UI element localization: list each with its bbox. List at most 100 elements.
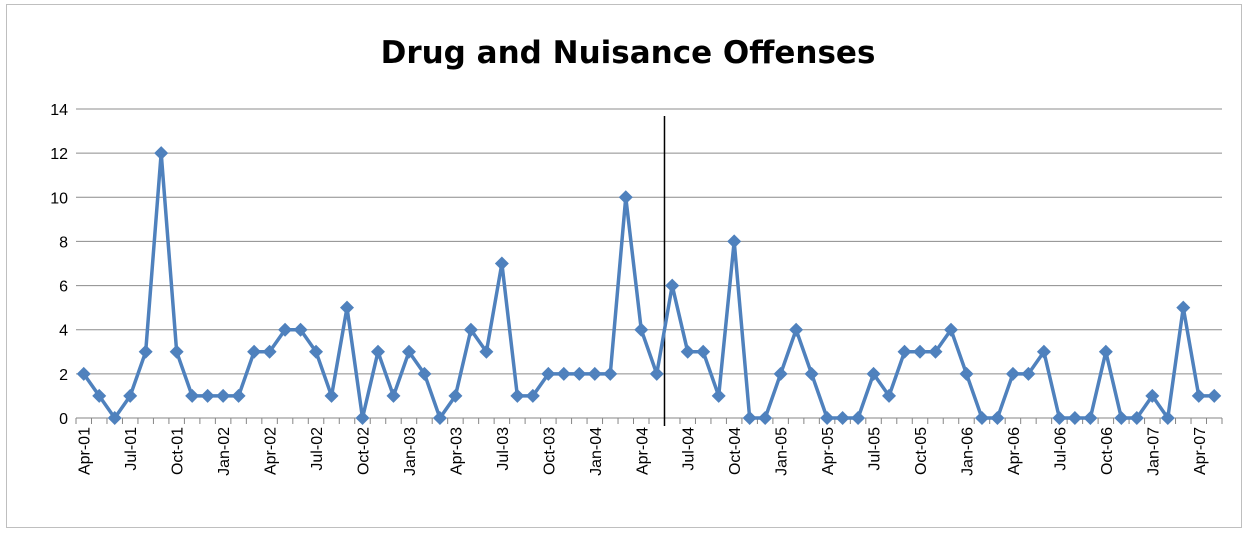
data-point-Aug-01 xyxy=(138,344,153,359)
data-point-Nov-03 xyxy=(556,366,571,381)
data-point-May-04 xyxy=(649,366,664,381)
y-tick-label-4: 4 xyxy=(59,323,68,340)
x-tick-label-Jul-01: Jul-01 xyxy=(123,427,140,471)
x-tick-label-Oct-01: Oct-01 xyxy=(170,427,187,475)
x-tick-label-Jan-02: Jan-02 xyxy=(216,427,233,476)
y-tick-label-2: 2 xyxy=(59,367,68,384)
data-point-Oct-03 xyxy=(541,366,556,381)
data-point-May-03 xyxy=(463,322,478,337)
x-tick-label-Apr-02: Apr-02 xyxy=(263,427,280,475)
data-point-Mar-02 xyxy=(247,344,262,359)
data-point-Feb-05 xyxy=(789,322,804,337)
data-point-Mar-06 xyxy=(990,411,1005,425)
data-point-Dec-06 xyxy=(1129,411,1144,425)
data-point-Jul-02 xyxy=(309,344,324,359)
x-tick-label-Oct-02: Oct-02 xyxy=(356,427,373,475)
data-point-Nov-04 xyxy=(742,411,757,425)
data-point-Oct-01 xyxy=(169,344,184,359)
data-point-Dec-04 xyxy=(758,411,773,425)
data-point-Jun-04 xyxy=(665,278,680,293)
x-tick-label-Apr-06: Apr-06 xyxy=(1006,427,1023,475)
data-point-Sep-05 xyxy=(897,344,912,359)
data-point-Sep-02 xyxy=(340,300,355,315)
x-tick-label-Jul-02: Jul-02 xyxy=(309,427,326,471)
data-point-Mar-05 xyxy=(804,366,819,381)
x-tick-label-Jul-05: Jul-05 xyxy=(867,427,884,471)
data-point-Jul-01 xyxy=(123,388,138,403)
x-tick-label-Jul-06: Jul-06 xyxy=(1052,427,1069,471)
y-tick-label-8: 8 xyxy=(59,234,68,251)
data-point-Sep-03 xyxy=(525,388,540,403)
data-point-Jan-02 xyxy=(216,388,231,403)
data-point-Jan-04 xyxy=(587,366,602,381)
data-point-Apr-06 xyxy=(1005,366,1020,381)
data-point-Dec-01 xyxy=(200,388,215,403)
data-point-May-05 xyxy=(835,411,850,425)
data-point-Apr-04 xyxy=(634,322,649,337)
data-point-Aug-04 xyxy=(696,344,711,359)
data-point-Jan-07 xyxy=(1145,388,1160,403)
x-tick-label-Oct-04: Oct-04 xyxy=(727,427,744,475)
data-point-Sep-04 xyxy=(711,388,726,403)
x-tick-label-Apr-04: Apr-04 xyxy=(634,427,651,475)
data-point-Dec-03 xyxy=(572,366,587,381)
x-tick-label-Apr-03: Apr-03 xyxy=(448,427,465,475)
data-point-Feb-06 xyxy=(974,411,989,425)
data-point-Dec-02 xyxy=(386,388,401,403)
data-point-Jul-06 xyxy=(1052,411,1067,425)
x-tick-label-Apr-01: Apr-01 xyxy=(77,427,94,475)
y-axis-tick-labels: 0 2 4 6 8 10 12 14 xyxy=(50,102,68,428)
data-point-Feb-04 xyxy=(603,366,618,381)
x-tick-label-Jan-05: Jan-05 xyxy=(774,427,791,476)
data-point-Apr-01 xyxy=(76,366,91,381)
x-axis-tick-labels: Apr-01 Jul-01 Oct-01 Jan-02 Apr-02 Jul-02 Oct-… xyxy=(77,427,1209,476)
data-point-Dec-05 xyxy=(943,322,958,337)
data-point-Mar-03 xyxy=(432,411,447,425)
data-point-Jul-03 xyxy=(494,256,509,271)
data-point-Oct-05 xyxy=(913,344,928,359)
x-axis xyxy=(75,417,1223,424)
data-point-Sep-06 xyxy=(1083,411,1098,425)
data-point-Apr-03 xyxy=(448,388,463,403)
x-tick-label-Jul-03: Jul-03 xyxy=(495,427,512,471)
x-tick-label-Apr-07: Apr-07 xyxy=(1192,427,1209,475)
data-point-May-02 xyxy=(278,322,293,337)
data-point-Aug-03 xyxy=(510,388,525,403)
x-tick-label-Apr-05: Apr-05 xyxy=(820,427,837,475)
data-point-Apr-07 xyxy=(1191,388,1206,403)
data-point-May-01 xyxy=(92,388,107,403)
x-tick-label-Oct-06: Oct-06 xyxy=(1099,427,1116,475)
data-point-Feb-07 xyxy=(1160,411,1175,425)
data-point-Oct-04 xyxy=(727,234,742,249)
data-point-Jun-06 xyxy=(1036,344,1051,359)
data-point-Nov-05 xyxy=(928,344,943,359)
data-point-Nov-02 xyxy=(370,344,385,359)
data-point-Jun-03 xyxy=(479,344,494,359)
y-tick-label-12: 12 xyxy=(50,146,68,163)
data-point-Mar-04 xyxy=(618,190,633,205)
x-tick-label-Jul-04: Jul-04 xyxy=(681,427,698,471)
gridlines xyxy=(76,108,1222,375)
x-tick-label-Jan-03: Jan-03 xyxy=(402,427,419,476)
data-point-Feb-03 xyxy=(417,366,432,381)
series-group xyxy=(76,146,1222,425)
data-point-May-07 xyxy=(1207,388,1222,403)
data-point-Jan-06 xyxy=(959,366,974,381)
x-tick-label-Oct-05: Oct-05 xyxy=(913,427,930,475)
data-point-Jan-03 xyxy=(401,344,416,359)
chart-frame xyxy=(6,4,1242,528)
data-point-Jul-04 xyxy=(680,344,695,359)
x-tick-label-Jan-07: Jan-07 xyxy=(1145,427,1162,476)
chart-title: Drug and Nuisance Offenses xyxy=(381,35,876,71)
y-tick-label-6: 6 xyxy=(59,279,68,296)
data-point-Jun-05 xyxy=(851,411,866,425)
data-point-Nov-06 xyxy=(1114,411,1129,425)
x-tick-label-Oct-03: Oct-03 xyxy=(541,427,558,475)
data-point-Aug-02 xyxy=(324,388,339,403)
data-point-Mar-07 xyxy=(1176,300,1191,315)
x-tick-label-Jan-06: Jan-06 xyxy=(959,427,976,476)
x-tick-label-Jan-04: Jan-04 xyxy=(588,427,605,476)
data-point-Jan-05 xyxy=(773,366,788,381)
data-point-Aug-05 xyxy=(882,388,897,403)
